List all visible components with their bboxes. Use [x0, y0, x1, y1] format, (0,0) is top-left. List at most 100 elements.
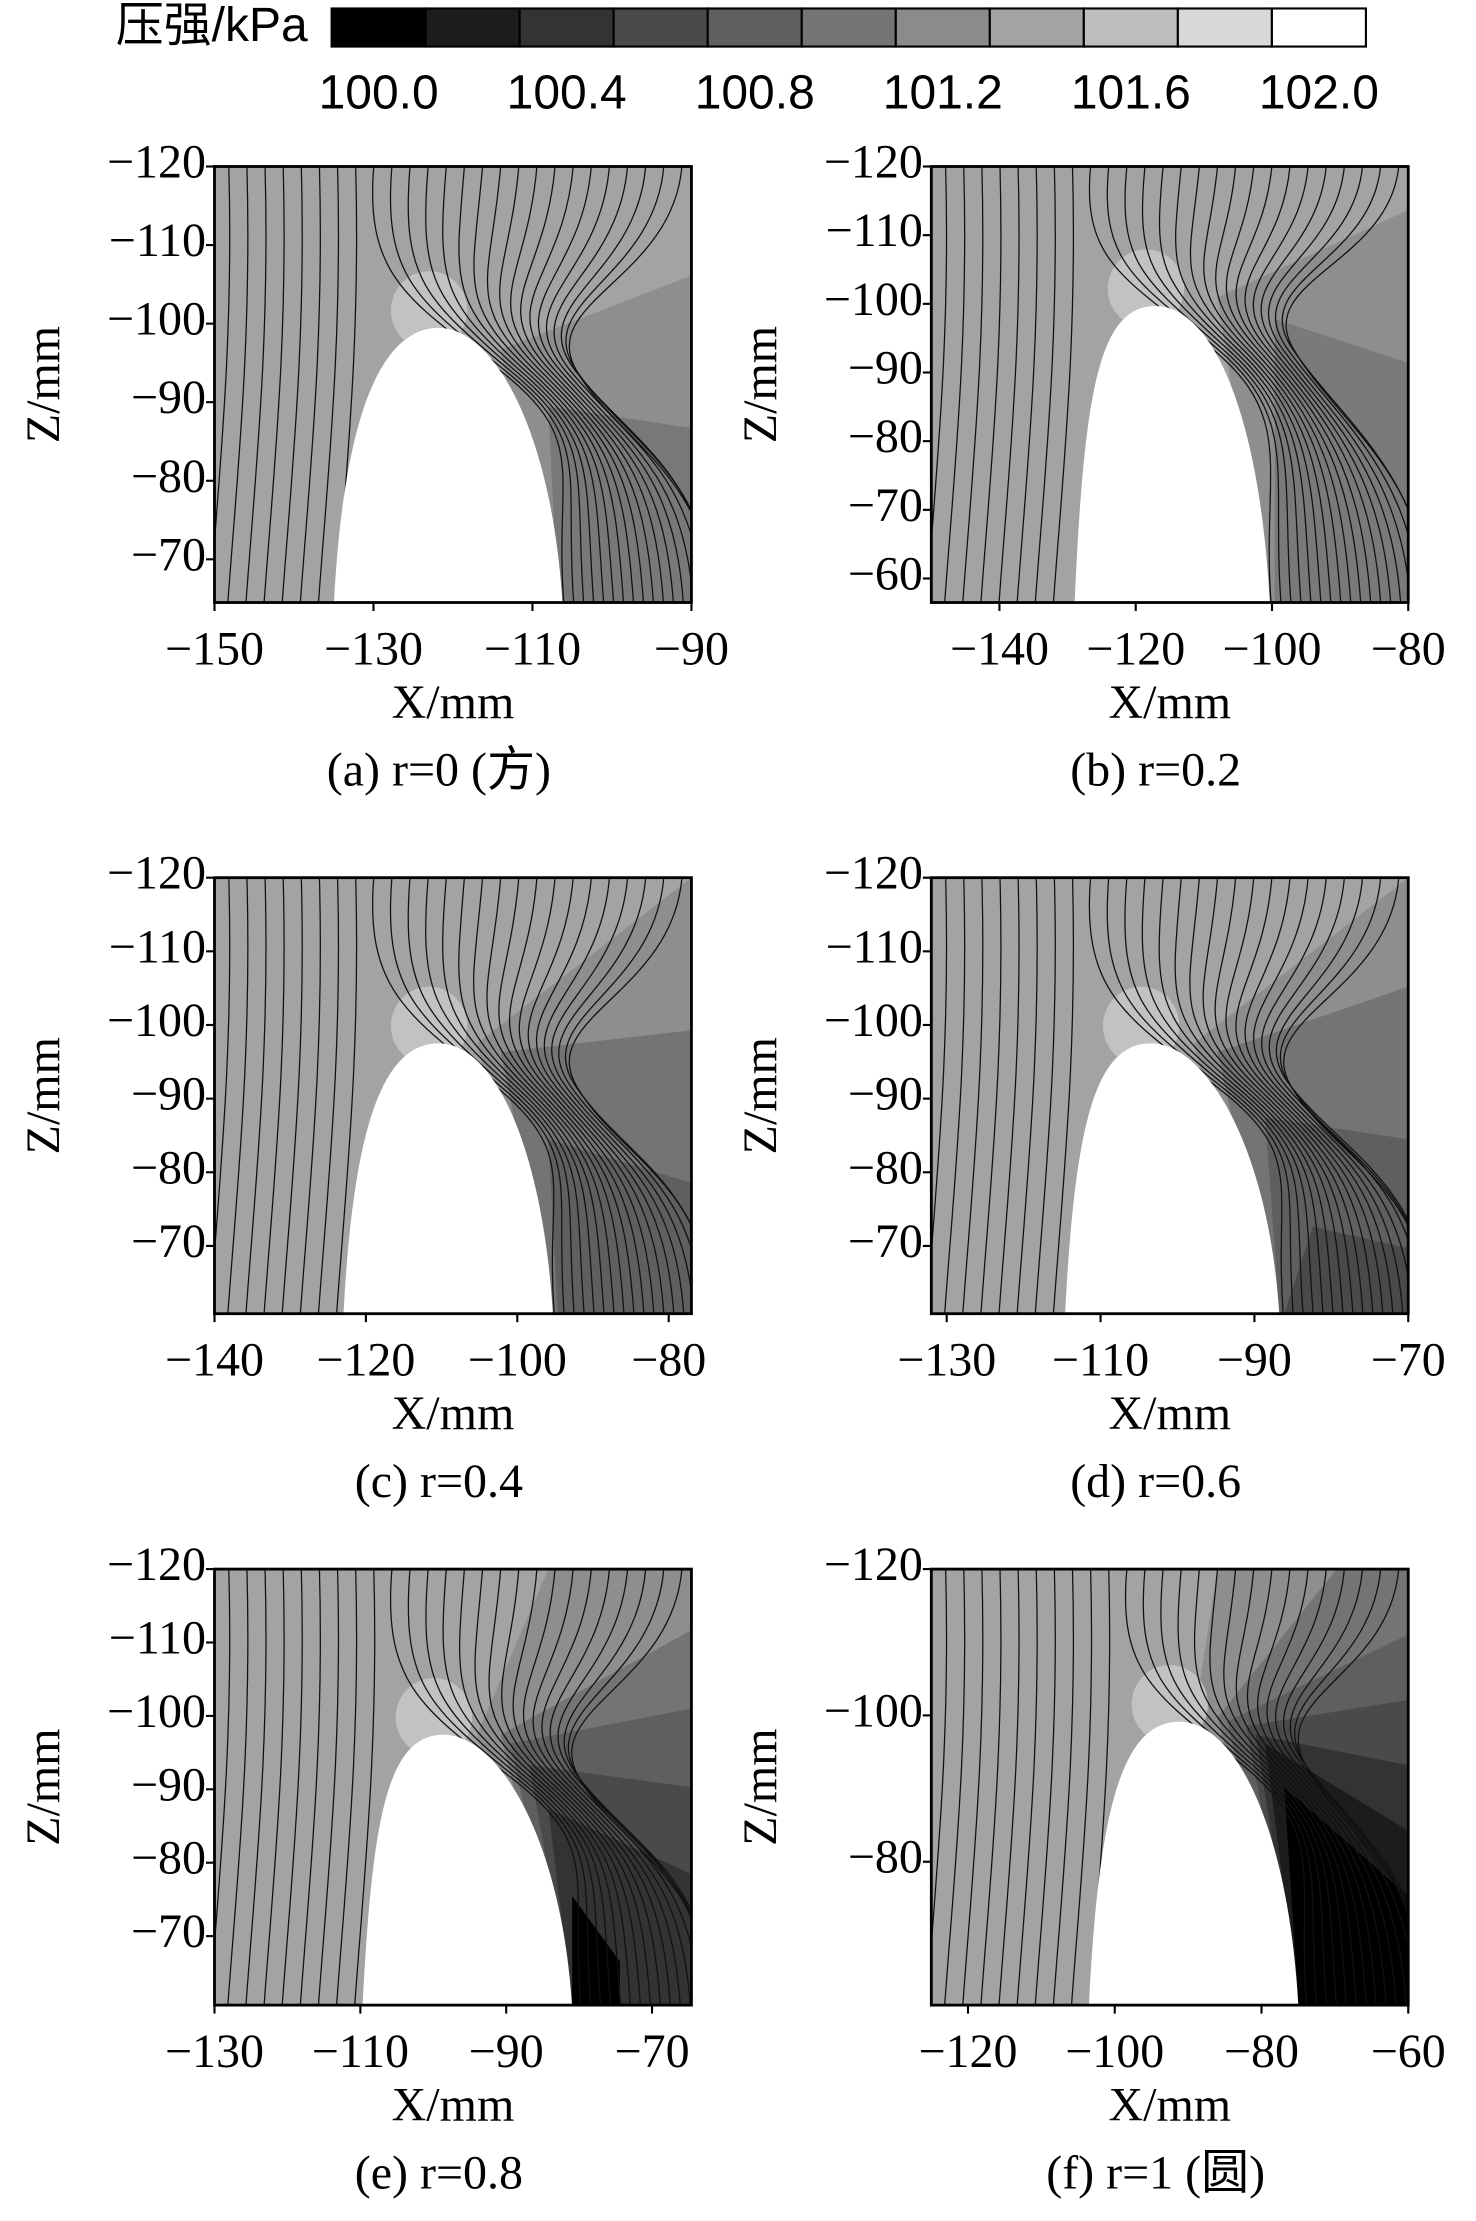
panel: −140 −120 −100 −80 −120 −110 −100 −90 −80 −70 X/mm…	[17, 847, 706, 1508]
streamline	[553, 166, 692, 539]
streamline	[1252, 166, 1392, 603]
streamline	[1235, 1569, 1377, 2006]
streamline	[557, 1569, 692, 1921]
streamline	[931, 877, 948, 1260]
streamline	[1034, 877, 1056, 1314]
contour-band	[548, 1139, 692, 1314]
streamline	[537, 166, 684, 603]
streamline	[1283, 877, 1409, 1228]
y-axis-label: Z/mm	[17, 326, 70, 443]
streamline	[1268, 166, 1409, 586]
streamline	[214, 1569, 231, 1952]
streamline	[473, 166, 625, 603]
streamline	[299, 1569, 322, 2006]
colorbar: 压强/kPa 100.0 100.4 100.8 101.2 101.6 102.0	[116, 0, 1379, 120]
streamline	[488, 1569, 642, 2006]
streamline	[1177, 1569, 1337, 2006]
streamline	[372, 166, 565, 603]
colorbar-tick-label: 100.4	[507, 67, 627, 120]
streamline	[568, 166, 692, 515]
y-tick-label: −90	[131, 1758, 206, 1811]
y-tick-label: −70	[131, 528, 206, 581]
streamline	[529, 166, 674, 603]
caption: (f) r=1 (圆)	[1046, 2146, 1265, 2199]
streamline	[227, 166, 249, 603]
y-tick-label: −80	[131, 450, 206, 503]
streamline	[459, 1569, 622, 2006]
streamline	[944, 166, 966, 603]
body	[362, 1734, 572, 2006]
plot-area	[931, 877, 1409, 1314]
streamline	[1215, 166, 1352, 603]
streamline	[1141, 877, 1314, 1314]
streamline	[558, 877, 692, 1251]
colorbar-tick-label: 101.2	[883, 67, 1003, 120]
streamline	[299, 166, 322, 603]
streamline	[299, 877, 322, 1314]
frame	[929, 876, 1410, 1316]
streamline	[512, 1569, 661, 2006]
x-tick-label: −80	[1224, 2025, 1299, 2078]
streamline	[263, 166, 285, 603]
streamline	[214, 166, 231, 549]
x-tick-label: −90	[654, 622, 729, 675]
x-tick-label: −100	[1222, 622, 1321, 675]
y-tick-label: −100	[824, 994, 923, 1047]
contour-band	[1284, 1787, 1409, 2006]
colorbar-tick-label: 100.0	[319, 67, 439, 120]
y-axis-label: Z/mm	[734, 1037, 787, 1154]
panel: −120 −100 −80 −60−120−100−80X/mmZ/mm(f) r=1…	[734, 1538, 1446, 2199]
streamline	[931, 166, 948, 549]
streamline	[1034, 166, 1056, 603]
y-tick-label: −80	[131, 1141, 206, 1194]
body	[1065, 1043, 1280, 1314]
streamline	[1244, 166, 1382, 603]
caption: (c) r=0.4	[355, 1455, 523, 1508]
streamline	[944, 1569, 966, 2006]
y-axis-label: Z/mm	[17, 1728, 70, 1845]
colorbar-label: 压强/kPa	[116, 0, 308, 52]
streamline	[1268, 877, 1409, 1242]
x-axis-label: X/mm	[392, 2079, 515, 2132]
body	[333, 327, 563, 603]
streamline	[1235, 166, 1372, 603]
y-tick-label: −70	[848, 1215, 923, 1268]
y-tick-label: −100	[824, 1684, 923, 1737]
streamline	[1260, 166, 1402, 603]
streamline	[998, 166, 1020, 603]
streamline	[407, 1569, 592, 2006]
x-tick-label: −60	[1371, 2025, 1446, 2078]
streamline	[1106, 877, 1294, 1314]
streamline	[245, 877, 267, 1314]
caption: (a) r=0 (方)	[327, 744, 551, 797]
streamline	[1052, 877, 1075, 1314]
streamline	[543, 877, 685, 1314]
streamline	[425, 877, 585, 1314]
streamline	[486, 166, 635, 603]
x-tick-label: −90	[469, 2025, 544, 2078]
colorbar-box	[988, 7, 1085, 48]
colorbar-box	[424, 7, 521, 48]
streamline	[1175, 166, 1322, 603]
streamline	[1223, 1569, 1367, 2006]
streamline	[442, 1569, 612, 2006]
streamline	[1189, 877, 1344, 1314]
streamline	[1193, 1569, 1347, 2006]
y-tick-label: −110	[109, 920, 206, 973]
plot-area	[931, 166, 1409, 603]
streamline	[389, 1569, 582, 2006]
streamline	[1052, 166, 1075, 603]
y-tick-label: −120	[824, 1538, 923, 1591]
y-tick-label: −70	[131, 1905, 206, 1958]
streamline	[1266, 1569, 1407, 2006]
y-tick-label: −80	[848, 1141, 923, 1194]
streamline	[1158, 166, 1312, 603]
frame	[213, 1567, 693, 2007]
x-tick-label: −110	[312, 2025, 409, 2078]
y-tick-label: −60	[848, 548, 923, 601]
colorbar-box	[1270, 7, 1367, 48]
streamline	[1034, 1569, 1056, 2006]
streamline	[532, 1569, 681, 2006]
y-tick-label: −80	[848, 1831, 923, 1884]
frame	[213, 876, 693, 1316]
